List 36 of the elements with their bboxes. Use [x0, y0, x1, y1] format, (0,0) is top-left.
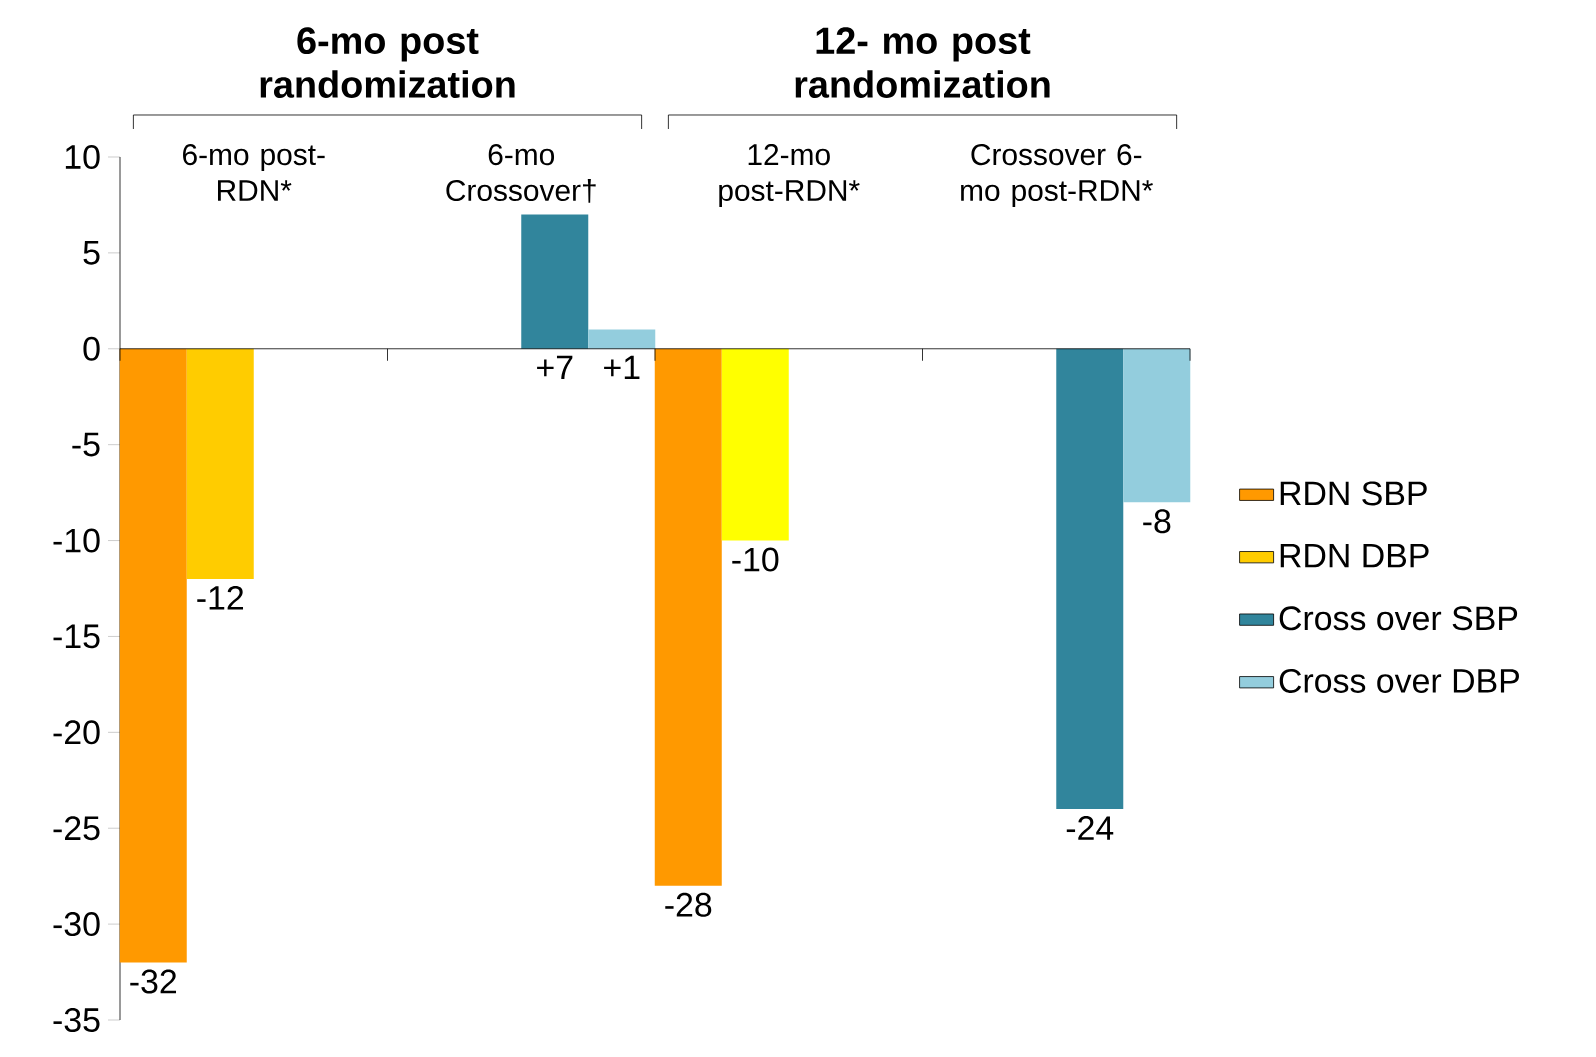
y-tick-label: 10	[65, 145, 100, 169]
legend-label: Cross over DBP	[1279, 668, 1519, 693]
bar	[588, 329, 656, 349]
x-tick-label: Crossover 6-mo post-RDN*	[961, 144, 1153, 207]
y-tick-label: -15	[53, 624, 100, 649]
legend-label: RDN SBP	[1280, 481, 1427, 506]
data-label: -12	[197, 585, 244, 610]
data-label: -28	[665, 892, 712, 917]
y-tick-label: -10	[53, 528, 100, 553]
legend-label: RDN DBP	[1280, 544, 1429, 568]
x-tick-label: 6-mo post-RDN*	[183, 144, 325, 201]
data-label: -24	[1066, 816, 1114, 840]
bar	[521, 214, 589, 349]
x-tick-label: 12-mo post-RDN*	[719, 144, 860, 207]
data-label: -8	[1143, 509, 1171, 534]
y-tick-label: -30	[53, 912, 100, 937]
data-label: -32	[130, 969, 177, 994]
data-label: +7	[537, 355, 573, 380]
y-tick-label: -25	[53, 816, 100, 841]
y-tick-label: 5	[83, 241, 100, 265]
bar	[186, 348, 254, 579]
y-tick-label: 0	[83, 336, 100, 361]
y-tick-label: -5	[72, 432, 100, 457]
bar	[119, 348, 187, 963]
bar	[721, 348, 789, 541]
bar	[654, 348, 722, 886]
x-tick-label: 6-mo Crossover†	[446, 144, 596, 203]
y-tick-label: -35	[53, 1008, 100, 1032]
bar	[1056, 348, 1124, 810]
text: 6-mo post randomization	[260, 27, 515, 98]
legend-label: Cross over SBP	[1279, 606, 1518, 631]
text: 12- mo post randomization	[795, 27, 1050, 98]
data-label: +1	[604, 355, 640, 380]
bar	[1123, 348, 1191, 503]
y-tick-label: -20	[53, 720, 100, 745]
data-label: -10	[732, 547, 779, 572]
